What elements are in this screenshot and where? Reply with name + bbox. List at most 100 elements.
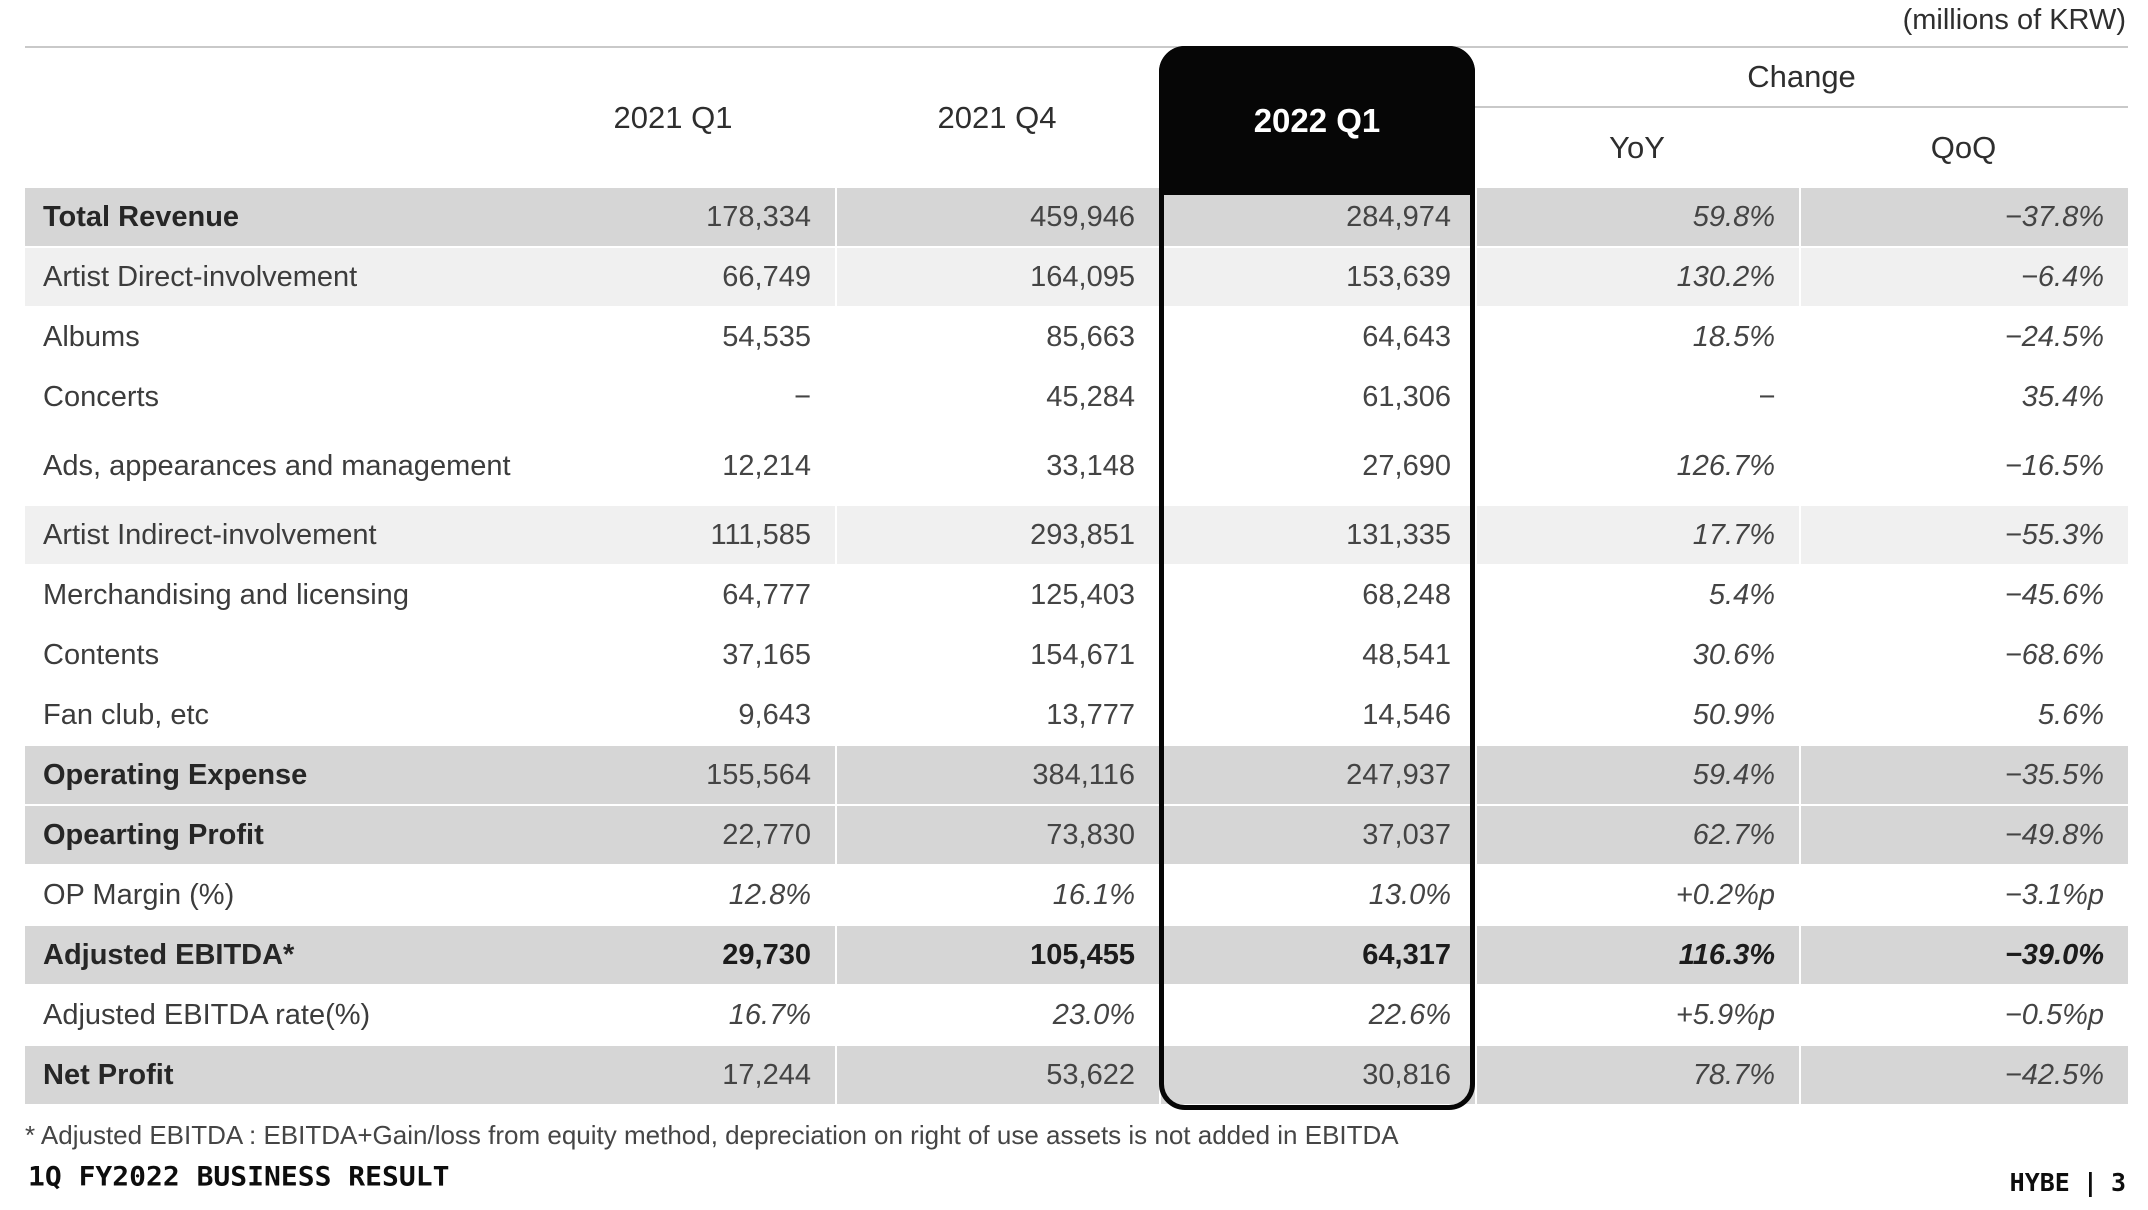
cell-label: Total Revenue xyxy=(43,200,240,233)
cell-label: Fan club, etc xyxy=(43,698,210,731)
cell-qoq: −16.5% xyxy=(1799,428,2128,504)
cell-yoy: 126.7% xyxy=(1475,428,1799,504)
cell-qoq: 5.6% xyxy=(1799,686,2128,744)
cell-2021-q4: 13,777 xyxy=(835,686,1159,744)
cell-label: Merchandising and licensing xyxy=(43,578,409,611)
cell-qoq: 35.4% xyxy=(1799,368,2128,426)
cell-2021-q4: 154,671 xyxy=(835,626,1159,684)
table-row: Operating Expense 155,564 384,116 247,93… xyxy=(25,746,2128,804)
cell-2022-q1: 48,541 xyxy=(1159,626,1475,684)
table-body: Total Revenue 178,334 459,946 284,974 59… xyxy=(25,188,2128,1104)
cell-label: Albums xyxy=(43,320,140,353)
cell-qoq: −24.5% xyxy=(1799,308,2128,366)
cell-yoy: +5.9%p xyxy=(1475,986,1799,1044)
cell-2021-q1: 16.7% xyxy=(728,998,811,1031)
cell-yoy: 5.4% xyxy=(1475,566,1799,624)
cell-2022-q1: 131,335 xyxy=(1159,506,1475,564)
cell-2022-q1: 64,317 xyxy=(1159,926,1475,984)
cell-2022-q1: 14,546 xyxy=(1159,686,1475,744)
cell-2021-q1: 12,214 xyxy=(722,449,811,482)
page-number: 3 xyxy=(2110,1168,2126,1197)
table-row: Fan club, etc 9,643 13,777 14,546 50.9% … xyxy=(25,686,2128,744)
table-row: Net Profit 17,244 53,622 30,816 78.7% −4… xyxy=(25,1046,2128,1104)
cell-label: Artist Indirect-involvement xyxy=(43,518,377,551)
brand-logo: HYBE xyxy=(2009,1168,2070,1197)
table-row: Albums 54,535 85,663 64,643 18.5% −24.5% xyxy=(25,308,2128,366)
cell-2021-q4: 105,455 xyxy=(835,926,1159,984)
table-header: 2021 Q1 2021 Q4 Change YoY QoQ xyxy=(25,48,2128,188)
column-header-yoy: YoY xyxy=(1609,130,1665,165)
cell-2021-q1: 22,770 xyxy=(722,818,811,851)
cell-2022-q1: 64,643 xyxy=(1159,308,1475,366)
cell-qoq: −49.8% xyxy=(1799,806,2128,864)
cell-yoy: 17.7% xyxy=(1475,506,1799,564)
cell-2021-q1: 111,585 xyxy=(710,518,811,551)
cell-yoy: 30.6% xyxy=(1475,626,1799,684)
cell-label: Net Profit xyxy=(43,1058,174,1091)
cell-yoy: 78.7% xyxy=(1475,1046,1799,1104)
cell-2021-q4: 73,830 xyxy=(835,806,1159,864)
cell-2021-q1: 29,730 xyxy=(722,938,811,971)
cell-yoy: 59.4% xyxy=(1475,746,1799,804)
footnote: * Adjusted EBITDA : EBITDA+Gain/loss fro… xyxy=(25,1120,1399,1150)
cell-2022-q1: 61,306 xyxy=(1159,368,1475,426)
cell-label: Opearting Profit xyxy=(43,818,264,851)
cell-qoq: −68.6% xyxy=(1799,626,2128,684)
cell-2021-q1: 37,165 xyxy=(722,638,811,671)
page-indicator: HYBE | 3 xyxy=(2010,1168,2126,1197)
cell-2022-q1: 22.6% xyxy=(1159,986,1475,1044)
cell-label: Artist Direct-involvement xyxy=(43,260,358,293)
cell-2021-q1: 9,643 xyxy=(738,698,811,731)
column-header-2022-q1-spacer xyxy=(1159,48,1475,188)
cell-yoy: − xyxy=(1475,368,1799,426)
table-row: Total Revenue 178,334 459,946 284,974 59… xyxy=(25,188,2128,246)
header-spacer xyxy=(25,48,511,188)
table-row: Artist Direct-involvement 66,749 164,095… xyxy=(25,248,2128,306)
cell-2021-q1: 64,777 xyxy=(722,578,811,611)
cell-qoq: −39.0% xyxy=(1799,926,2128,984)
cell-label: Concerts xyxy=(43,380,160,413)
slide-footer: 1Q FY2022 BUSINESS RESULT HYBE | 3 xyxy=(28,1160,2126,1197)
cell-qoq: −3.1%p xyxy=(1799,866,2128,924)
cell-qoq: −0.5%p xyxy=(1799,986,2128,1044)
cell-yoy: 130.2% xyxy=(1475,248,1799,306)
cell-label: Adjusted EBITDA rate(%) xyxy=(43,998,371,1031)
cell-qoq: −45.6% xyxy=(1799,566,2128,624)
cell-2021-q1: 155,564 xyxy=(706,758,811,791)
cell-2021-q4: 53,622 xyxy=(835,1046,1159,1104)
cell-yoy: 50.9% xyxy=(1475,686,1799,744)
cell-2022-q1: 68,248 xyxy=(1159,566,1475,624)
cell-yoy: 18.5% xyxy=(1475,308,1799,366)
cell-2022-q1: 27,690 xyxy=(1159,428,1475,504)
cell-yoy: 116.3% xyxy=(1475,926,1799,984)
table-row: Concerts − 45,284 61,306 − 35.4% xyxy=(25,368,2128,426)
cell-2022-q1: 37,037 xyxy=(1159,806,1475,864)
cell-2022-q1: 153,639 xyxy=(1159,248,1475,306)
cell-qoq: −35.5% xyxy=(1799,746,2128,804)
cell-2022-q1: 284,974 xyxy=(1159,188,1475,246)
cell-qoq: −37.8% xyxy=(1799,188,2128,246)
cell-2021-q1: − xyxy=(794,380,811,413)
cell-2021-q4: 85,663 xyxy=(835,308,1159,366)
cell-label: Contents xyxy=(43,638,160,671)
table-row: Contents 37,165 154,671 48,541 30.6% −68… xyxy=(25,626,2128,684)
cell-2021-q4: 33,148 xyxy=(835,428,1159,504)
cell-2021-q4: 384,116 xyxy=(835,746,1159,804)
table-row: Adjusted EBITDA rate(%) 16.7% 23.0% 22.6… xyxy=(25,986,2128,1044)
cell-qoq: −42.5% xyxy=(1799,1046,2128,1104)
cell-qoq: −6.4% xyxy=(1799,248,2128,306)
cell-2022-q1: 13.0% xyxy=(1159,866,1475,924)
column-header-2021-q4: 2021 Q4 xyxy=(937,100,1057,135)
cell-2021-q4: 45,284 xyxy=(835,368,1159,426)
cell-2021-q1: 54,535 xyxy=(722,320,811,353)
cell-2021-q4: 293,851 xyxy=(835,506,1159,564)
cell-yoy: +0.2%p xyxy=(1475,866,1799,924)
units-note: (millions of KRW) xyxy=(1902,4,2126,36)
cell-2021-q1: 12.8% xyxy=(728,878,811,911)
financial-table: 2021 Q1 2021 Q4 Change YoY QoQ Total Rev… xyxy=(25,46,2128,1110)
table-row: Merchandising and licensing 64,777 125,4… xyxy=(25,566,2128,624)
cell-qoq: −55.3% xyxy=(1799,506,2128,564)
cell-2022-q1: 247,937 xyxy=(1159,746,1475,804)
cell-yoy: 59.8% xyxy=(1475,188,1799,246)
